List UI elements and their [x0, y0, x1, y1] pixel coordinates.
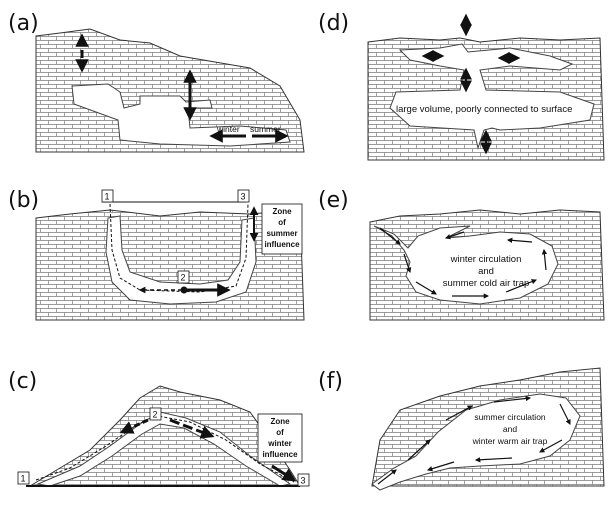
- panel-e-circulation-arrow-3: [415, 281, 437, 295]
- panel-f-circulation-arrow-2: [407, 439, 431, 461]
- panel-d-cave: [389, 43, 595, 150]
- panel-c-point-2-box: [149, 407, 162, 421]
- panel-e-note-line-3: summer cold air trap: [443, 278, 530, 289]
- panel-f-circulation-arrow-3: [445, 405, 473, 421]
- panel-c-point-2: 2: [153, 410, 158, 420]
- panel-c-zone-line-4: influence: [262, 450, 298, 459]
- panel-c-point-1-box: [17, 471, 30, 485]
- panel-c-zone-line-2: of: [276, 428, 284, 437]
- panel-c: (c) 1 2 3 Zone of winter influence: [8, 369, 310, 487]
- panel-f-note-line-2: and: [503, 424, 517, 434]
- panel-c-flow-arrow-left: [119, 418, 149, 434]
- panel-b-zone-box: [261, 203, 303, 255]
- panel-b-zone-line-2: of: [278, 218, 286, 227]
- panel-e-circulation-arrow-7: [506, 237, 533, 244]
- panel-c-point-3-box: [297, 473, 310, 487]
- panel-c-flow-arrow-right: [169, 418, 215, 439]
- panel-c-zone-arrow: [271, 464, 297, 482]
- panel-c-zone-line-3: winter: [267, 439, 292, 448]
- panel-c-zone-box: [257, 413, 303, 463]
- panel-f-note-line-1: summer circulation: [474, 412, 546, 422]
- panel-b-point-3-box: [237, 189, 250, 203]
- panel-d-label: (d): [318, 11, 349, 36]
- panel-e-circulation-arrow-2: [403, 253, 412, 274]
- panel-f: (f) summer circulation and winter warm a…: [318, 367, 605, 491]
- panel-e-label: (e): [318, 188, 349, 213]
- panel-e-note-line-1: winter circulation: [450, 254, 522, 265]
- panel-f-circulation-arrow-6: [539, 439, 563, 453]
- panel-f-cave: [371, 393, 581, 491]
- panel-b-point-1-box: [101, 189, 114, 203]
- panel-a-rock: [35, 28, 305, 153]
- panel-f-note-line-3: winter warm air trap: [472, 436, 548, 446]
- panel-e-note-line-2: and: [478, 266, 494, 277]
- panel-f-label: (f): [318, 369, 343, 394]
- panel-a-winter-label: winter: [216, 124, 240, 134]
- panel-f-circulation-arrow-4: [493, 395, 532, 403]
- panel-e: (e) winter circulation and summer cold a…: [318, 188, 605, 321]
- panel-b-zone-line-1: Zone: [272, 207, 292, 216]
- panel-a-summer-label: summer: [250, 124, 281, 134]
- panel-f-circulation-arrow-8: [426, 461, 455, 472]
- panel-b: (b) 1 2 3 Zone of summer influence: [8, 188, 305, 321]
- panel-e-circulation-arrow-5: [505, 279, 538, 293]
- panel-c-point-1: 1: [21, 474, 26, 484]
- panel-b-point-2: 2: [181, 273, 186, 283]
- panel-c-label: (c): [8, 369, 37, 394]
- panel-b-dashed-path: [109, 203, 249, 293]
- panel-f-circulation-arrow-5: [559, 403, 571, 425]
- panel-e-circulation-arrow-8: [444, 231, 465, 240]
- panel-e-circulation-arrow-1: [379, 227, 401, 245]
- panel-b-point-2-box: [177, 270, 190, 284]
- panel-b-point-3: 3: [241, 192, 246, 202]
- panel-d-note: large volume, poorly connected to surfac…: [396, 104, 572, 115]
- panel-b-point-1: 1: [105, 192, 110, 202]
- panel-f-circulation-arrow-7: [474, 457, 513, 463]
- panel-b-cave: [105, 215, 257, 305]
- panel-c-dashed-path: [35, 415, 295, 483]
- panel-c-point-3: 3: [301, 476, 306, 486]
- panel-b-zone-line-4: influence: [264, 240, 300, 249]
- panel-c-zone-line-1: Zone: [270, 417, 290, 426]
- panel-e-circulation-arrow-6: [541, 248, 548, 271]
- panel-d: (d) large volume, poorly connected to su…: [318, 11, 605, 161]
- panel-a-label: (a): [8, 11, 39, 36]
- panel-b-zone-line-3: summer: [266, 229, 297, 238]
- panel-b-label: (b): [8, 188, 39, 213]
- panel-f-circulation-arrow-1: [377, 469, 397, 485]
- panel-a: (a) winter summer: [8, 11, 305, 153]
- panel-b-point-2-marker: [180, 286, 188, 294]
